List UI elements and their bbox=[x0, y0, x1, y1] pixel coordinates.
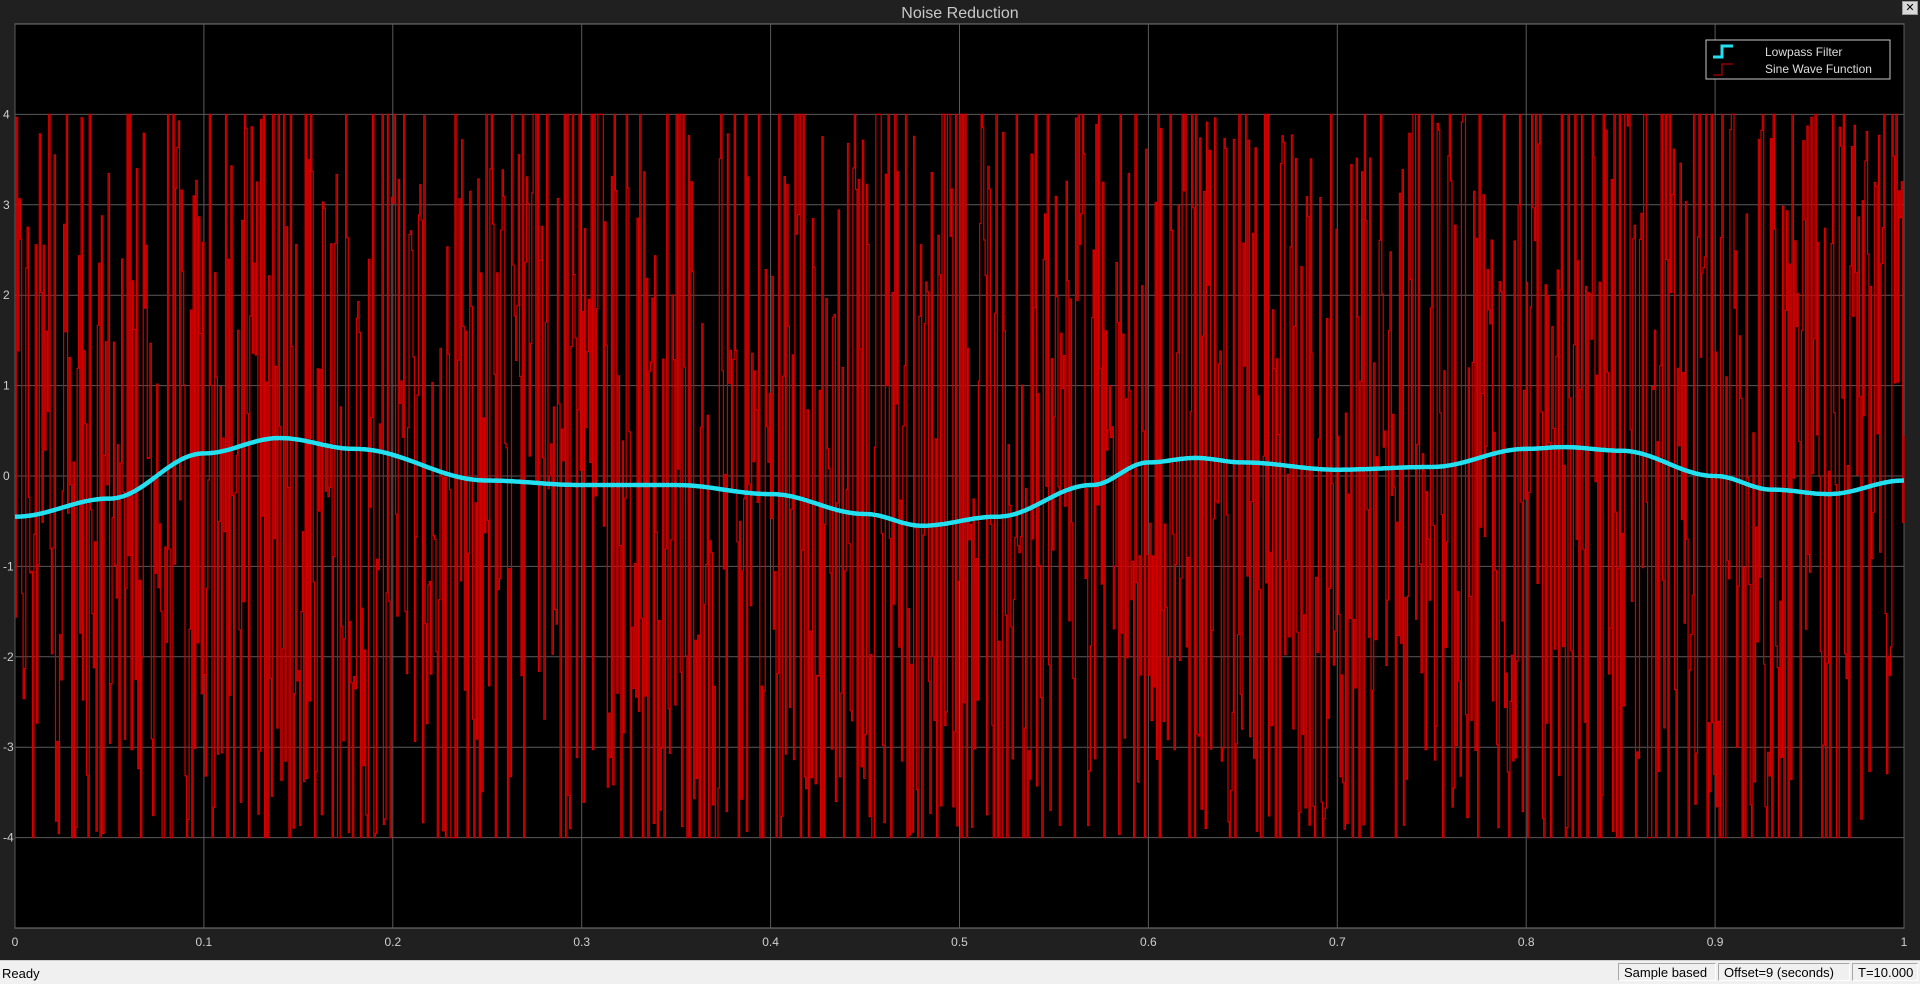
y-tick-label: -2 bbox=[3, 650, 14, 664]
legend[interactable]: Lowpass Filter Sine Wave Function bbox=[1705, 39, 1891, 80]
sample-mode-indicator: Sample based bbox=[1618, 963, 1716, 981]
time-offset-indicator: Offset=9 (seconds) bbox=[1718, 963, 1850, 981]
x-tick-label: 0.9 bbox=[1707, 935, 1724, 949]
legend-box bbox=[1705, 39, 1891, 80]
x-tick-label: 0.8 bbox=[1518, 935, 1535, 949]
y-tick-label: 4 bbox=[3, 107, 10, 121]
y-tick-label: 0 bbox=[3, 469, 10, 483]
y-tick-label: 2 bbox=[3, 288, 10, 302]
status-text: Ready bbox=[2, 966, 40, 981]
x-tick-label: 0.7 bbox=[1329, 935, 1346, 949]
legend-filter-swatch bbox=[1713, 44, 1733, 59]
y-tick-label: -1 bbox=[3, 559, 14, 573]
chart-svg: 0 0.1 0.2 0.3 0.4 0.5 0.6 0.7 0.8 0.9 1 4 3 2 1 0 -1 -2 -… bbox=[3, 23, 1908, 949]
x-tick-label: 1 bbox=[1901, 935, 1908, 949]
lowpass-filter-line bbox=[14, 435, 1905, 528]
x-tick-label: 0.1 bbox=[196, 935, 213, 949]
x-tick-label: 0.5 bbox=[951, 935, 968, 949]
y-axis-ticks: 4 3 2 1 0 -1 -2 -3 -4 bbox=[3, 107, 14, 844]
sine-wave-line bbox=[15, 113, 1905, 839]
x-tick-label: 0.4 bbox=[762, 935, 779, 949]
x-axis-ticks: 0 0.1 0.2 0.3 0.4 0.5 0.6 0.7 0.8 0.9 1 bbox=[12, 935, 1908, 949]
chart-title: Noise Reduction bbox=[901, 5, 1019, 22]
y-tick-label: 3 bbox=[3, 198, 10, 212]
close-button[interactable]: ✕ bbox=[1902, 1, 1918, 15]
legend-sine-swatch bbox=[1713, 63, 1733, 76]
sine-wave-series bbox=[15, 113, 1905, 839]
legend-sine-label: Sine Wave Function bbox=[1765, 62, 1872, 76]
status-bar: Ready Sample based Offset=9 (seconds) T=… bbox=[0, 960, 1920, 984]
simulation-time-indicator: T=10.000 bbox=[1852, 963, 1918, 981]
y-tick-label: -3 bbox=[3, 740, 14, 754]
y-tick-label: 1 bbox=[3, 379, 10, 393]
x-tick-label: 0.6 bbox=[1140, 935, 1157, 949]
lowpass-filter-series bbox=[14, 435, 1905, 528]
legend-filter-label: Lowpass Filter bbox=[1765, 45, 1842, 59]
x-tick-label: 0.2 bbox=[384, 935, 401, 949]
y-tick-label: -4 bbox=[3, 831, 14, 845]
x-tick-label: 0 bbox=[12, 935, 19, 949]
x-tick-label: 0.3 bbox=[573, 935, 590, 949]
